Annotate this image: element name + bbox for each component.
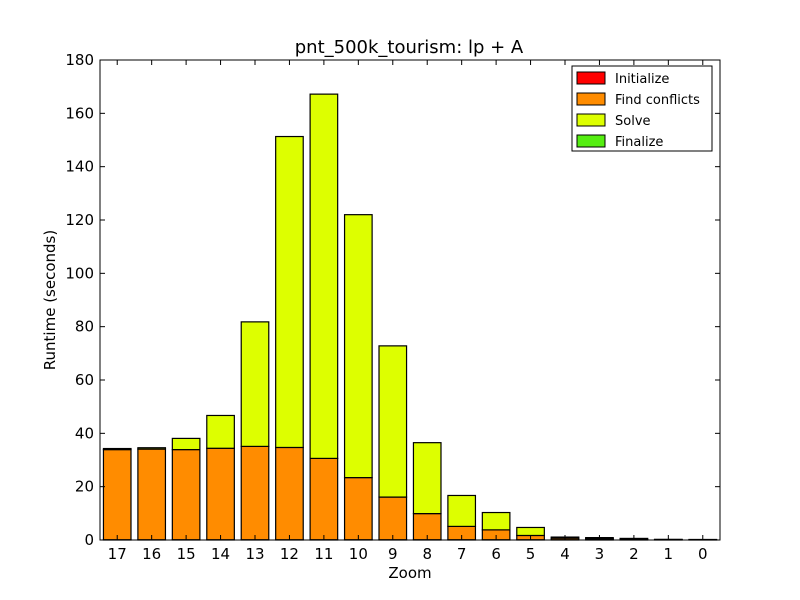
bar-solve-zoom-14 (206, 414, 235, 449)
y-tick-label: 80 (75, 318, 94, 336)
x-tick-label: 1 (664, 545, 674, 563)
y-tick-label: 60 (75, 371, 94, 389)
bar-solve-zoom-12 (275, 135, 304, 449)
bar-solve-zoom-17 (102, 447, 132, 451)
x-tick-label: 4 (560, 545, 570, 563)
x-tick-label: 10 (349, 545, 368, 563)
y-tick-label: 120 (65, 211, 94, 229)
y-tick-label: 140 (65, 158, 94, 176)
axes-frame (99, 59, 721, 541)
x-tick-label: 11 (314, 545, 333, 563)
bar-solve-zoom-15 (171, 437, 201, 451)
bar-find-conflicts-zoom-13 (240, 445, 270, 541)
x-tick-label: 15 (177, 545, 196, 563)
x-tick-label: 0 (698, 545, 708, 563)
x-tick-label: 5 (526, 545, 536, 563)
bar-solve-zoom-11 (309, 93, 339, 459)
legend-swatch-initialize (576, 71, 606, 85)
legend-swatch-find-conflicts (576, 92, 606, 106)
x-tick-label: 3 (595, 545, 605, 563)
legend-label-find-conflicts: Find conflicts (615, 93, 700, 108)
legend-label-solve: Solve (615, 114, 651, 129)
bar-solve-zoom-6 (481, 511, 511, 531)
y-axis-label: Runtime (seconds) (41, 230, 59, 370)
bar-solve-zoom-9 (378, 345, 408, 498)
bar-find-conflicts-zoom-16 (137, 448, 167, 541)
legend-swatch-solve (576, 113, 606, 127)
x-tick-label: 8 (422, 545, 432, 563)
x-tick-label: 12 (280, 545, 299, 563)
bar-solve-zoom-8 (412, 442, 442, 515)
x-tick-label: 2 (629, 545, 639, 563)
x-tick-label: 6 (491, 545, 501, 563)
bar-find-conflicts-zoom-17 (102, 449, 132, 541)
y-tick-label: 0 (84, 531, 94, 549)
chart-title: pnt_500k_tourism: lp + A (295, 37, 524, 58)
x-tick-label: 17 (108, 545, 127, 563)
bar-find-conflicts-zoom-10 (343, 477, 373, 541)
bar-solve-zoom-10 (343, 214, 373, 479)
x-tick-label: 7 (457, 545, 467, 563)
x-tick-label: 14 (211, 545, 230, 563)
bar-find-conflicts-zoom-14 (206, 447, 235, 541)
y-tick-label: 160 (65, 104, 94, 122)
bar-find-conflicts-zoom-9 (378, 496, 408, 541)
legend-label-finalize: Finalize (615, 135, 663, 150)
bar-find-conflicts-zoom-15 (171, 449, 201, 541)
x-tick-label: 16 (142, 545, 161, 563)
bar-solve-zoom-13 (240, 321, 270, 447)
bar-solve-zoom-16 (137, 447, 167, 450)
x-axis-label: Zoom (388, 564, 431, 582)
x-tick-label: 9 (388, 545, 398, 563)
bar-find-conflicts-zoom-12 (275, 446, 304, 541)
bar-solve-zoom-7 (447, 494, 477, 528)
x-tick-label: 13 (245, 545, 264, 563)
legend-swatch-finalize (576, 134, 606, 148)
bar-find-conflicts-zoom-11 (309, 457, 339, 541)
y-tick-label: 100 (65, 264, 94, 282)
y-tick-label: 40 (75, 424, 94, 442)
y-tick-label: 20 (75, 478, 94, 496)
y-tick-label: 180 (65, 51, 94, 69)
bar-solve-zoom-5 (516, 526, 545, 537)
legend: Initialize Find conflicts Solve Finalize (571, 65, 713, 152)
legend-label-initialize: Initialize (615, 72, 669, 87)
